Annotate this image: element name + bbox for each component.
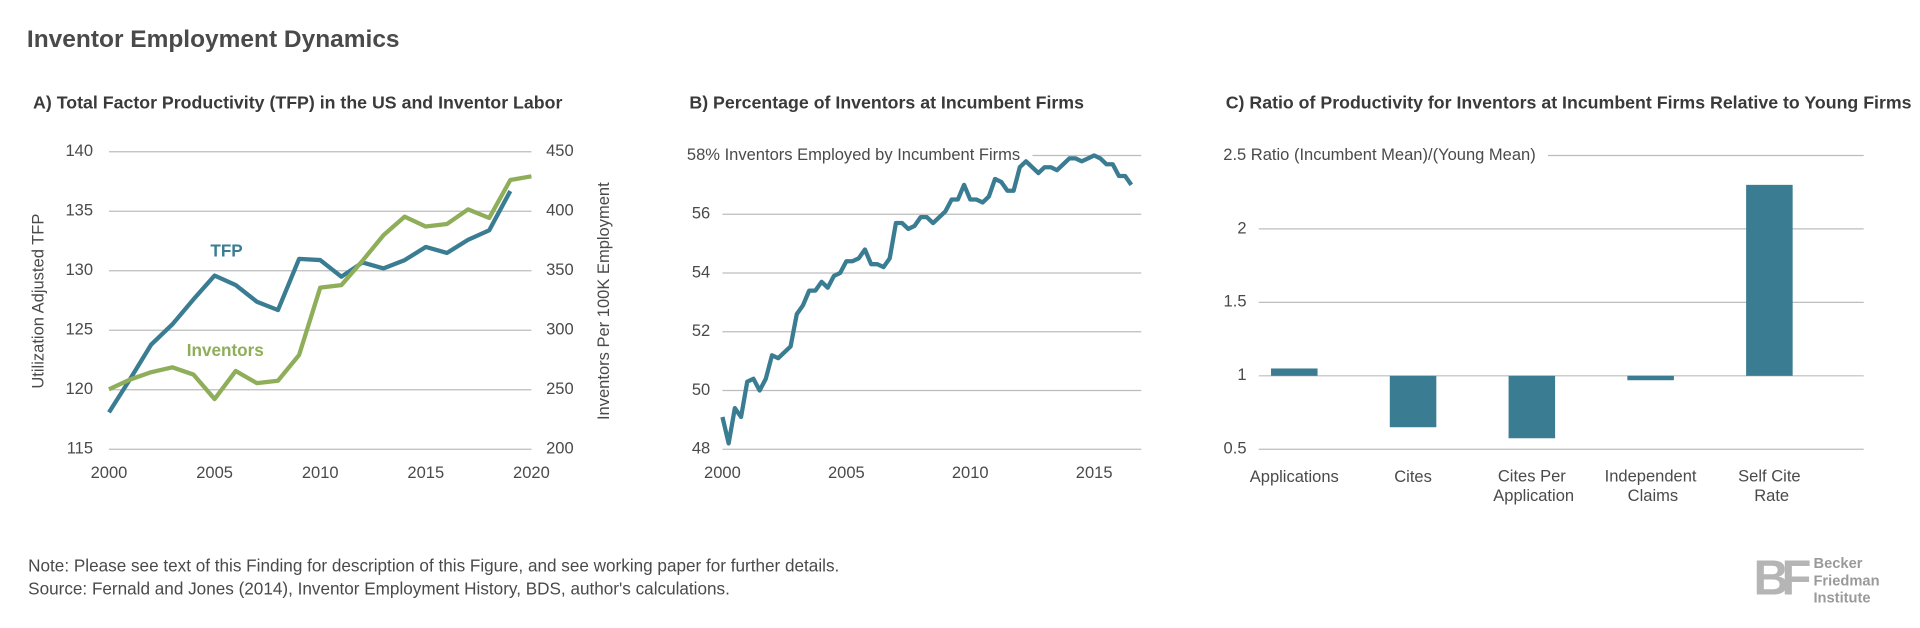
y-tick-label: 52: [692, 321, 710, 340]
series-label: TFP: [210, 241, 242, 261]
y-tick-label: 250: [546, 379, 574, 398]
bar: [1627, 375, 1674, 381]
y-tick-label: 0.5: [1224, 439, 1247, 458]
line-series: [720, 153, 1134, 446]
bar: [1389, 375, 1437, 428]
y-tick-label: 200: [546, 439, 574, 458]
x-tick-label: Independent Claims: [1605, 467, 1697, 506]
y-tick-label: 50: [692, 380, 710, 399]
bar: [1271, 368, 1318, 376]
y-tick-label: 56: [692, 204, 710, 223]
x-tick-label: 2000: [704, 463, 741, 482]
y-tick-label: 2.5 Ratio (Incumbent Mean)/(Young Mean): [1223, 145, 1535, 164]
x-tick-label: 2015: [407, 463, 444, 482]
x-tick-label: 2005: [828, 463, 865, 482]
x-tick-label: Applications: [1250, 467, 1339, 486]
y-tick-label: 450: [546, 141, 574, 160]
x-tick-label: Cites: [1394, 467, 1432, 486]
y-tick-label: 135: [65, 201, 93, 220]
x-tick-label: 2005: [196, 463, 233, 482]
y-tick-label: 400: [546, 201, 574, 220]
logo-text: Becker: [1813, 556, 1862, 572]
y-tick-label: 140: [65, 141, 93, 160]
y-tick-label: 125: [65, 320, 93, 339]
line-series: [107, 190, 513, 414]
bar: [1508, 375, 1556, 439]
x-tick-label: 2000: [91, 463, 128, 482]
chart-title: C) Ratio of Productivity for Inventors a…: [1226, 93, 1912, 113]
page-title: Inventor Employment Dynamics: [27, 26, 400, 53]
y-tick-label: 2: [1237, 218, 1246, 237]
y-tick-label: 300: [546, 320, 574, 339]
x-tick-label: 2010: [952, 463, 989, 482]
y-tick-label: 115: [67, 439, 93, 458]
line-series: [108, 174, 532, 402]
y-tick-label: 54: [692, 262, 710, 281]
x-tick-label: Cites Per Application: [1490, 467, 1574, 506]
x-tick-label: 2020: [513, 463, 550, 482]
chart-title: B) Percentage of Inventors at Incumbent …: [689, 93, 1084, 113]
x-tick-label: Self Cite Rate: [1738, 467, 1800, 506]
x-tick-label: 2015: [1076, 463, 1113, 482]
y-tick-label: 1.5: [1224, 292, 1247, 311]
y-tick-label: 1: [1237, 365, 1246, 384]
chart-title: A) Total Factor Productivity (TFP) in th…: [33, 93, 562, 113]
logo-text: Institute: [1813, 590, 1870, 606]
y-axis-title: Utilization Adjusted TFP: [29, 214, 48, 389]
y-tick-label: 350: [546, 260, 574, 279]
x-tick-label: 2010: [302, 463, 339, 482]
y-tick-label: 48: [692, 439, 710, 458]
source: Source: Fernald and Jones (2014), Invent…: [28, 579, 730, 599]
y-tick-label: 120: [65, 379, 93, 398]
logo-mark: BF: [1753, 551, 1810, 605]
y2-axis-title: Inventors Per 100K Employment: [594, 182, 613, 420]
note: Note: Please see text of this Finding fo…: [28, 555, 839, 575]
bar: [1746, 184, 1793, 376]
y-tick-label: 130: [65, 260, 93, 279]
logo-text: Friedman: [1813, 573, 1879, 589]
y-tick-label: 58% Inventors Employed by Incumbent Firm…: [687, 145, 1020, 164]
series-label: Inventors: [187, 340, 264, 360]
